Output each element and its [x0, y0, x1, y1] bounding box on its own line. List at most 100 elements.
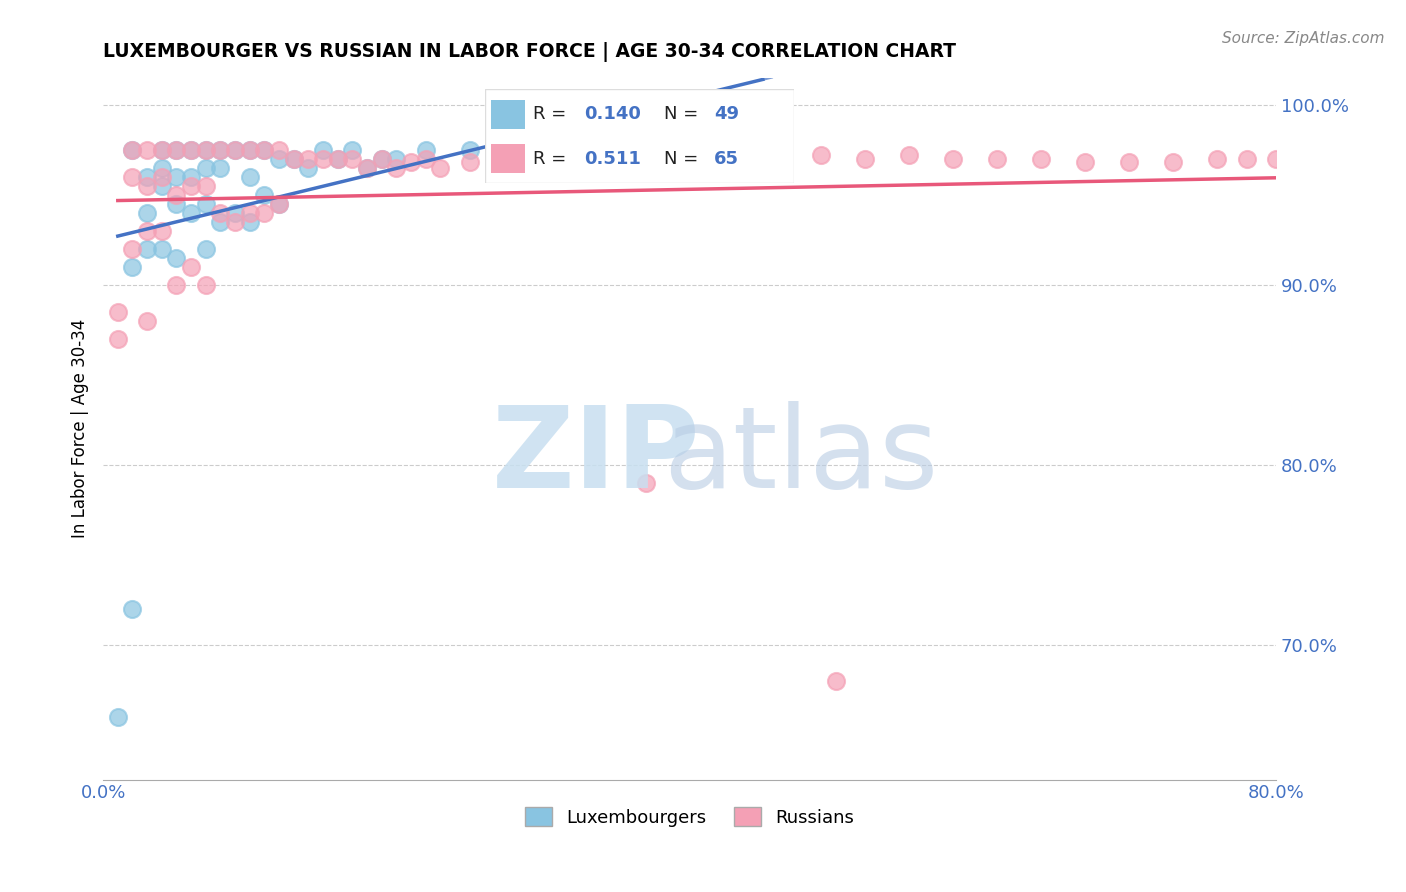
- Point: [678, 152, 700, 166]
- Point: [194, 143, 217, 157]
- Point: [180, 143, 202, 157]
- Point: [121, 601, 143, 615]
- Point: [297, 152, 319, 166]
- Point: [253, 205, 276, 219]
- Point: [209, 161, 232, 175]
- Point: [253, 187, 276, 202]
- Text: N =: N =: [665, 150, 704, 168]
- Point: [209, 143, 232, 157]
- Point: [312, 152, 335, 166]
- Point: [150, 242, 173, 256]
- Point: [194, 277, 217, 292]
- Point: [107, 709, 129, 723]
- Bar: [491, 100, 526, 129]
- Point: [150, 178, 173, 193]
- Point: [385, 161, 408, 175]
- Point: [136, 205, 159, 219]
- Point: [810, 148, 832, 162]
- Text: R =: R =: [533, 105, 572, 123]
- Point: [180, 169, 202, 184]
- Point: [1118, 155, 1140, 169]
- Point: [150, 143, 173, 157]
- Point: [239, 205, 262, 219]
- Point: [267, 196, 290, 211]
- Point: [1265, 152, 1288, 166]
- Point: [370, 152, 392, 166]
- Text: 65: 65: [714, 150, 740, 168]
- Point: [150, 143, 173, 157]
- Point: [855, 152, 877, 166]
- Point: [253, 143, 276, 157]
- Point: [136, 313, 159, 327]
- Point: [370, 152, 392, 166]
- Point: [165, 277, 187, 292]
- Point: [165, 187, 187, 202]
- Point: [150, 161, 173, 175]
- Point: [136, 178, 159, 193]
- Point: [194, 161, 217, 175]
- Point: [136, 242, 159, 256]
- Point: [678, 143, 700, 157]
- Point: [825, 673, 848, 688]
- Point: [650, 148, 672, 162]
- Text: R =: R =: [533, 150, 572, 168]
- Point: [297, 161, 319, 175]
- Point: [942, 152, 965, 166]
- Point: [634, 475, 657, 490]
- Point: [342, 143, 364, 157]
- Point: [121, 169, 143, 184]
- Text: atlas: atlas: [664, 401, 939, 512]
- Text: Source: ZipAtlas.com: Source: ZipAtlas.com: [1222, 31, 1385, 46]
- Point: [605, 143, 627, 157]
- Text: ZIP: ZIP: [492, 401, 700, 512]
- Bar: [491, 144, 526, 173]
- Point: [415, 152, 437, 166]
- Point: [121, 242, 143, 256]
- Point: [267, 196, 290, 211]
- Y-axis label: In Labor Force | Age 30-34: In Labor Force | Age 30-34: [72, 319, 89, 538]
- Text: 0.140: 0.140: [583, 105, 641, 123]
- Point: [239, 143, 262, 157]
- Point: [283, 152, 305, 166]
- Point: [283, 152, 305, 166]
- Point: [107, 304, 129, 318]
- Point: [194, 143, 217, 157]
- Point: [1206, 152, 1229, 166]
- Point: [267, 143, 290, 157]
- Point: [458, 155, 481, 169]
- Point: [1236, 152, 1258, 166]
- Point: [165, 143, 187, 157]
- Point: [150, 224, 173, 238]
- Point: [752, 143, 775, 157]
- Point: [224, 205, 246, 219]
- Point: [458, 143, 481, 157]
- Point: [194, 178, 217, 193]
- Point: [180, 178, 202, 193]
- Point: [224, 214, 246, 228]
- Point: [399, 155, 422, 169]
- Point: [385, 152, 408, 166]
- Point: [136, 224, 159, 238]
- Point: [224, 143, 246, 157]
- Point: [165, 169, 187, 184]
- Point: [342, 152, 364, 166]
- Point: [136, 169, 159, 184]
- Point: [180, 260, 202, 274]
- Point: [312, 143, 335, 157]
- Text: N =: N =: [665, 105, 704, 123]
- Point: [180, 205, 202, 219]
- Point: [121, 143, 143, 157]
- Point: [605, 152, 627, 166]
- Point: [766, 152, 789, 166]
- Point: [898, 148, 921, 162]
- Point: [356, 161, 378, 175]
- Point: [326, 152, 349, 166]
- Point: [107, 332, 129, 346]
- Point: [488, 155, 510, 169]
- Point: [180, 143, 202, 157]
- Point: [429, 161, 451, 175]
- Point: [267, 152, 290, 166]
- Point: [1074, 155, 1097, 169]
- Point: [723, 148, 745, 162]
- Point: [194, 242, 217, 256]
